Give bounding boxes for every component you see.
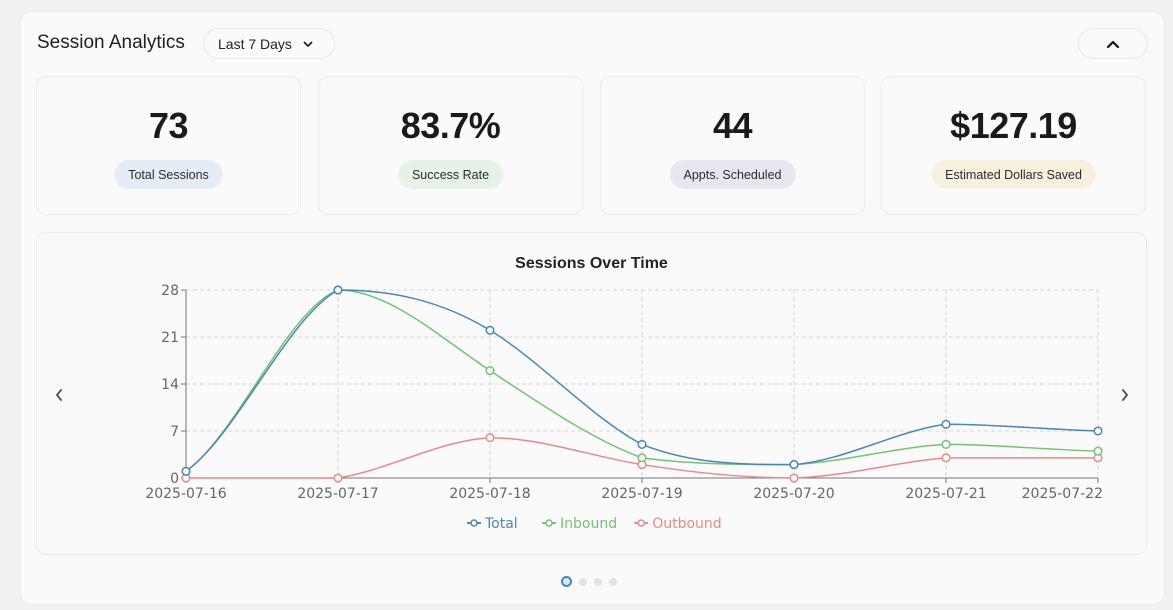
y-tick-label: 0: [170, 471, 179, 487]
data-point-total: [1093, 426, 1103, 436]
carousel-dot[interactable]: [579, 577, 587, 586]
stat-label-badge: Estimated Dollars Saved: [931, 160, 1096, 189]
stat-card-total-sessions: 73 Total Sessions: [36, 76, 301, 215]
data-point-outbound: [333, 473, 343, 483]
y-tick-label: 28: [161, 283, 179, 299]
date-range-value: Last 7 Days: [218, 35, 292, 52]
stat-label-badge: Appts. Scheduled: [669, 160, 796, 189]
x-tick-label: 2025-07-16: [145, 486, 226, 502]
x-tick-label: 2025-07-20: [753, 486, 834, 502]
stat-card-appts-scheduled: 44 Appts. Scheduled: [600, 76, 865, 215]
data-point-total: [941, 419, 951, 429]
data-point-inbound: [485, 366, 495, 376]
carousel-dot[interactable]: [594, 577, 602, 586]
carousel-prev-button[interactable]: [49, 385, 69, 405]
chart-title: Sessions Over Time: [515, 255, 668, 272]
data-point-inbound: [941, 439, 951, 449]
x-tick-label: 2025-07-22: [1022, 486, 1103, 502]
data-point-total: [485, 325, 495, 335]
legend-marker-point: [470, 519, 478, 527]
stat-card-dollars-saved: $127.19 Estimated Dollars Saved: [881, 76, 1146, 215]
chevron-right-icon: [1122, 389, 1128, 401]
chart-card: Sessions Over Time 0 7 14 21 28 2025-07-16 202…: [36, 232, 1147, 555]
stat-label-badge: Total Sessions: [114, 160, 223, 189]
sessions-line-chart: 0 7 14 21 28 2025-07-16 2025-07-17 2025-07-18 20…: [145, 283, 1103, 532]
data-point-total: [333, 285, 343, 295]
carousel-next-button[interactable]: [1115, 385, 1135, 405]
data-point-outbound: [941, 453, 951, 463]
carousel-dot[interactable]: [609, 577, 617, 586]
panel-title: Session Analytics: [37, 32, 185, 53]
stat-value: $127.19: [950, 105, 1077, 146]
x-tick-label: 2025-07-17: [297, 486, 378, 502]
stat-value: 44: [712, 105, 753, 146]
chevron-down-icon: [303, 41, 313, 47]
stat-label-badge: Success Rate: [397, 160, 504, 189]
stat-card-success-rate: 83.7% Success Rate: [318, 76, 583, 215]
stat-value: 83.7%: [400, 105, 501, 146]
x-tick-label: 2025-07-19: [601, 486, 682, 502]
session-analytics-panel: Session Analytics Last 7 Days 73 Total S…: [20, 11, 1165, 605]
x-tick-label: 2025-07-18: [449, 486, 530, 502]
data-point-outbound: [485, 433, 495, 443]
data-point-outbound: [789, 473, 799, 483]
stat-value: 73: [148, 105, 189, 146]
data-point-total: [789, 460, 799, 470]
collapse-button[interactable]: [1078, 28, 1148, 59]
data-point-inbound: [1093, 446, 1103, 456]
chevron-left-icon: [56, 389, 62, 401]
y-tick-label: 14: [161, 377, 179, 393]
carousel-dot[interactable]: [561, 576, 572, 587]
date-range-select[interactable]: Last 7 Days: [203, 28, 335, 59]
legend-label-inbound: Inbound: [560, 516, 617, 532]
y-tick-label: 21: [161, 330, 179, 346]
data-point-total: [181, 466, 191, 476]
x-tick-label: 2025-07-21: [905, 486, 986, 502]
carousel-pagination: [561, 576, 617, 587]
legend-marker-point: [637, 519, 645, 527]
legend-label-total: Total: [484, 516, 518, 532]
data-point-inbound: [637, 453, 647, 463]
y-tick-label: 7: [170, 424, 179, 440]
data-point-total: [637, 439, 647, 449]
legend-marker-point: [545, 519, 553, 527]
chevron-up-icon: [1106, 40, 1120, 48]
legend-label-outbound: Outbound: [652, 516, 721, 532]
